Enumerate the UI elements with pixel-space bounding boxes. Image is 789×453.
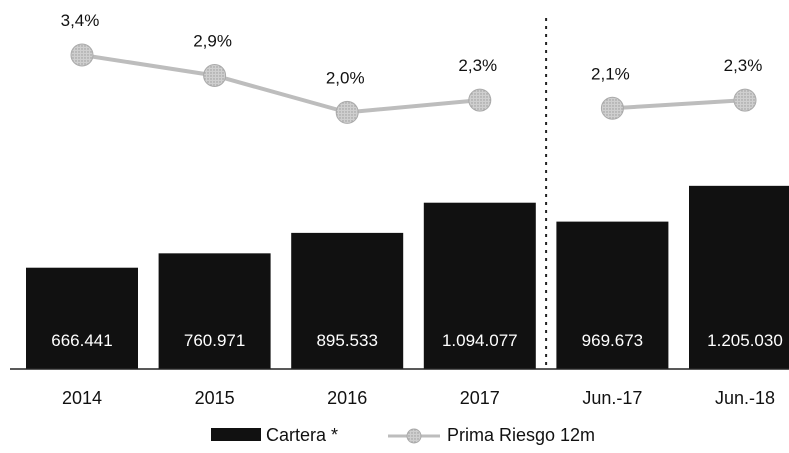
line-marker-prima-2 xyxy=(335,100,359,124)
legend-swatch-cartera xyxy=(211,428,261,441)
line-value-label-1: 2,9% xyxy=(193,32,232,51)
line-value-label-5: 2,3% xyxy=(724,56,763,75)
line-marker-prima-0 xyxy=(70,43,94,67)
category-label-0: 2014 xyxy=(62,388,102,408)
line-prima-segment-0 xyxy=(81,53,480,115)
line-marker-prima-3 xyxy=(468,88,492,112)
bar-cartera-5 xyxy=(689,185,789,369)
category-label-1: 2015 xyxy=(195,388,235,408)
legend-label-prima: Prima Riesgo 12m xyxy=(447,425,595,445)
bar-value-label-4: 969.673 xyxy=(582,331,643,350)
bars-layer: 666.441 760.971 895.533 1.094.077 969.673 1.2… xyxy=(26,185,789,369)
line-value-label-0: 3,4% xyxy=(61,11,100,30)
line-value-label-4: 2,1% xyxy=(591,64,630,83)
category-label-5: Jun.-18 xyxy=(715,388,775,408)
bar-cartera-2 xyxy=(291,232,404,369)
bar-cartera-1 xyxy=(158,253,271,369)
category-label-4: Jun.-17 xyxy=(582,388,642,408)
line-marker-prima-1 xyxy=(203,64,227,87)
bar-cartera-3 xyxy=(423,202,536,369)
bar-value-label-2: 895.533 xyxy=(316,331,377,350)
bar-value-label-5: 1.205.030 xyxy=(707,331,783,350)
line-marker-prima-4 xyxy=(600,96,624,120)
category-labels: 2014 2015 2016 2017 Jun.-17 Jun.-18 xyxy=(62,388,775,408)
line-value-label-2: 2,0% xyxy=(326,68,365,87)
category-label-3: 2017 xyxy=(460,388,500,408)
bar-value-label-0: 666.441 xyxy=(51,331,112,350)
line-prima-segment-1 xyxy=(612,98,746,111)
line-marker-prima-5 xyxy=(733,88,757,112)
legend-marker-prima xyxy=(406,428,422,444)
legend: Cartera * Prima Riesgo 12m xyxy=(211,425,595,445)
bar-cartera-4 xyxy=(556,221,669,369)
bar-cartera-0 xyxy=(26,267,138,369)
line-value-label-3: 2,3% xyxy=(458,56,497,75)
legend-label-cartera: Cartera * xyxy=(266,425,338,445)
category-label-2: 2016 xyxy=(327,388,367,408)
bar-value-label-1: 760.971 xyxy=(184,331,245,350)
bar-value-label-3: 1.094.077 xyxy=(442,331,518,350)
line-layer: 3,4% 2,9% 2,0% 2,3% 2,1% 2,3% xyxy=(61,11,763,124)
